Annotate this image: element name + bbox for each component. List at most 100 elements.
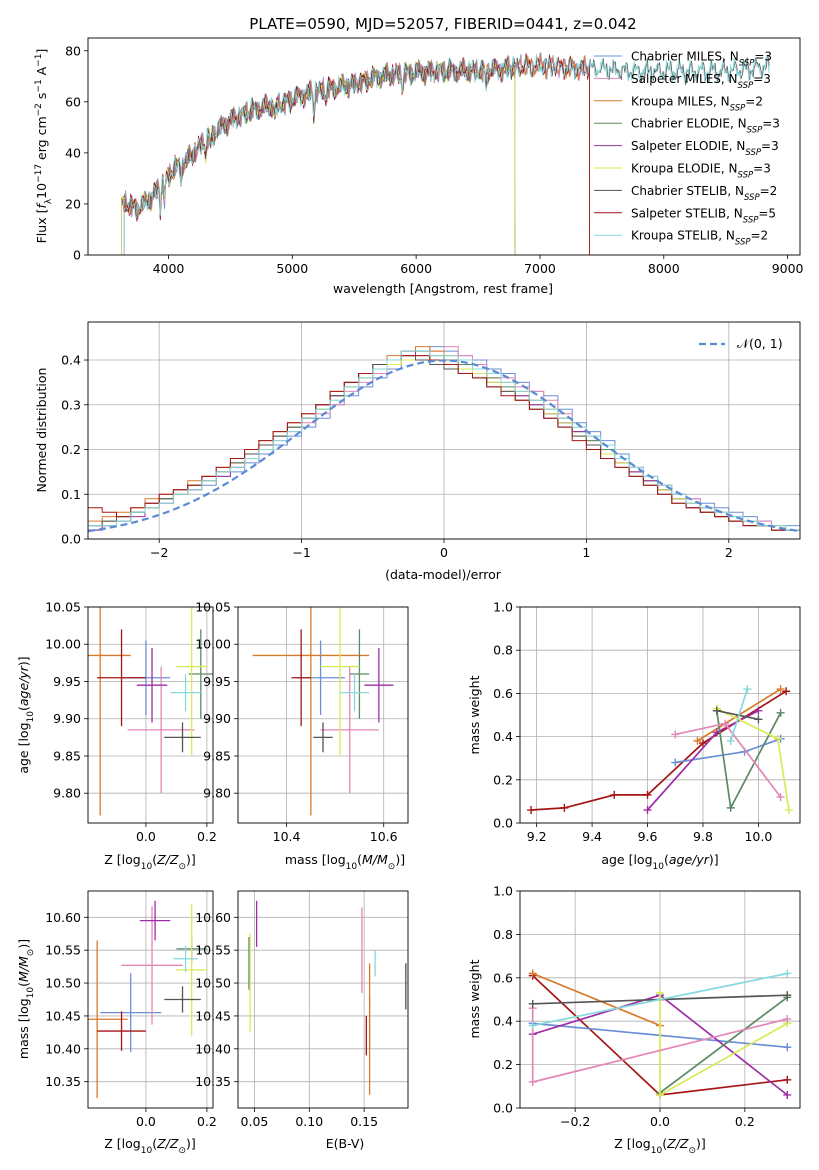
weights-kroupa-miles-marker bbox=[528, 969, 537, 978]
z-age-xtick-label: 0.2 bbox=[197, 829, 217, 844]
age-weight-ytick-label: 0.2 bbox=[493, 772, 513, 787]
errorbar-salpeter-miles bbox=[320, 666, 379, 794]
z-age-ytick-label: 9.85 bbox=[53, 748, 81, 763]
spectrum-legend-entry: Chabrier STELIB, NSSP=2 bbox=[631, 184, 777, 203]
spectrum-legend-entry: Kroupa MILES, NSSP=2 bbox=[631, 94, 763, 113]
errorbar-salpeter-stelib bbox=[97, 1011, 146, 1051]
spectrum-title: PLATE=0590, MJD=52057, FIBERID=0441, z=0… bbox=[249, 15, 636, 33]
age-weight-xtick-label: 10.0 bbox=[744, 829, 772, 844]
z-mass-ytick-label: 10.45 bbox=[45, 1008, 81, 1023]
weights-salpeter-elodie-marker bbox=[643, 806, 652, 815]
z-age-plot-area bbox=[88, 607, 213, 816]
spectrum-xtick-label: 6000 bbox=[400, 261, 432, 276]
spectrum-xtick-label: 4000 bbox=[153, 261, 185, 276]
weights-chabrier-miles-marker bbox=[783, 1043, 792, 1052]
weights-salpeter-stelib-marker bbox=[783, 1075, 792, 1084]
errorbar-chabrier-stelib bbox=[164, 986, 201, 1013]
errorbar-chabrier-stelib bbox=[164, 722, 201, 753]
age-weight-xlabel: age [log10(age/yr)] bbox=[601, 852, 718, 872]
errorbar-chabrier-miles bbox=[100, 973, 162, 1053]
z-weight-frame bbox=[519, 890, 801, 1109]
residuals-ytick-label: 0.3 bbox=[61, 397, 81, 412]
weights-kroupa-stelib-line bbox=[729, 688, 749, 742]
weights-salpeter-elodie-marker bbox=[783, 1090, 792, 1099]
z-age-ytick-label: 10.05 bbox=[45, 600, 81, 615]
weights-chabrier-elodie-line bbox=[659, 996, 788, 1094]
residual-xlabel: (data-model)/error bbox=[385, 567, 502, 582]
spectrum-legend-entry: Salpeter STELIB, NSSP=5 bbox=[631, 206, 776, 225]
z-weight-xtick-label: 0.2 bbox=[735, 1114, 755, 1129]
z-weight-ytick-label: 0.0 bbox=[493, 1101, 513, 1116]
weights-chabrier-stelib-marker bbox=[712, 706, 721, 715]
z-age-xtick-label: 0.0 bbox=[136, 829, 156, 844]
z-weight-ytick-label: 0.2 bbox=[493, 1057, 513, 1072]
z-mass-xtick-label: 0.0 bbox=[136, 1114, 156, 1129]
spectrum-legend-entry: Chabrier ELODIE, NSSP=3 bbox=[631, 117, 780, 136]
age-weight-ytick-label: 0.6 bbox=[493, 686, 513, 701]
ebv-mass-frame bbox=[237, 890, 409, 1109]
residuals-plot-area bbox=[88, 346, 800, 539]
z-age-frame bbox=[87, 606, 214, 824]
weights-chabrier-stelib-marker bbox=[528, 999, 537, 1008]
mass-age-plot-area bbox=[252, 607, 394, 816]
errorbar-chabrier-stelib bbox=[313, 722, 333, 753]
mass-age-xtick-label: 10.6 bbox=[370, 829, 398, 844]
weights-kroupa-miles-line bbox=[532, 972, 661, 1027]
age-weight-ytick-label: 0.4 bbox=[493, 729, 513, 744]
spectrum-frame bbox=[87, 37, 801, 256]
mass-age-frame bbox=[237, 606, 409, 824]
z-age-ytick-label: 10.00 bbox=[45, 637, 81, 652]
errorbar-kroupa-miles bbox=[252, 607, 370, 816]
ebv-mass-ytick-label: 10.40 bbox=[195, 1041, 231, 1056]
z-mass-plot-area bbox=[88, 900, 207, 1099]
age-weight-ylabel: mass weight bbox=[467, 675, 482, 754]
age-weight-ytick-label: 0.8 bbox=[493, 643, 513, 658]
weights-chabrier-stelib-marker bbox=[754, 715, 763, 724]
errorbar-kroupa-stelib bbox=[340, 674, 370, 712]
mass-age-ytick-label: 10.05 bbox=[195, 600, 231, 615]
weights-salpeter-miles-marker bbox=[721, 719, 730, 728]
ebv-mass-plot-area bbox=[248, 900, 407, 1095]
mass-age-ytick-label: 9.80 bbox=[203, 786, 231, 801]
spectrum-ytick-label: 0 bbox=[73, 248, 81, 263]
weights-salpeter-stelib-marker bbox=[698, 739, 707, 748]
mass-age-ytick-label: 10.00 bbox=[195, 637, 231, 652]
errorbar-salpeter-stelib bbox=[291, 629, 311, 727]
errorbar-salpeter-elodie bbox=[136, 647, 168, 723]
weights-kroupa-elodie-marker bbox=[656, 1090, 664, 1099]
errorbar-chabrier-elodie bbox=[188, 629, 213, 719]
z-mass-ytick-label: 10.55 bbox=[45, 943, 81, 958]
errorbar-kroupa-stelib bbox=[170, 674, 201, 712]
z-weight-ytick-label: 0.4 bbox=[493, 1014, 513, 1029]
errorbar-kroupa-miles bbox=[88, 607, 131, 816]
residuals-ytick-label: 0.1 bbox=[61, 487, 81, 502]
spectrum-legend-entry: Salpeter MILES, NSSP=3 bbox=[631, 72, 771, 91]
weights-salpeter-miles-marker bbox=[783, 1015, 792, 1024]
residuals-xtick-label: 2 bbox=[725, 545, 733, 560]
z-weight-ytick-label: 0.6 bbox=[493, 970, 513, 985]
z-mass-ytick-label: 10.40 bbox=[45, 1041, 81, 1056]
age-weight-xtick-label: 9.2 bbox=[527, 829, 547, 844]
z-mass-ytick-label: 10.60 bbox=[45, 910, 81, 925]
z-weight-ylabel: mass weight bbox=[467, 959, 482, 1038]
weights-kroupa-elodie-marker bbox=[784, 806, 793, 815]
weights-chabrier-elodie-marker bbox=[726, 803, 735, 812]
errorbar-salpeter-stelib bbox=[97, 629, 146, 727]
z-age-ytick-label: 9.95 bbox=[53, 674, 81, 689]
normal-reference-curve bbox=[88, 359, 800, 533]
spectrum-ylabel: Flux [fλ10−17 erg cm−2 s−1 A−1] bbox=[34, 49, 54, 244]
mass-age-xlabel: mass [log10(M/M⊙)] bbox=[285, 852, 405, 872]
residual-hist-kroupa-stelib bbox=[88, 350, 800, 539]
spectrum-ytick-label: 80 bbox=[65, 43, 81, 58]
weights-salpeter-elodie-marker bbox=[754, 706, 763, 715]
spectrum-ytick-label: 60 bbox=[65, 94, 81, 109]
spectrum-xtick-label: 5000 bbox=[276, 261, 308, 276]
mass-age-ytick-label: 9.90 bbox=[203, 711, 231, 726]
weights-salpeter-miles-marker bbox=[776, 793, 785, 802]
ebv-mass-xlabel: E(B-V) bbox=[326, 1136, 365, 1151]
weights-salpeter-stelib-marker bbox=[610, 790, 619, 799]
weights-kroupa-elodie-marker bbox=[656, 988, 664, 997]
ebv-mass-xtick-label: 0.10 bbox=[295, 1114, 323, 1129]
age-weight-frame bbox=[519, 606, 801, 824]
